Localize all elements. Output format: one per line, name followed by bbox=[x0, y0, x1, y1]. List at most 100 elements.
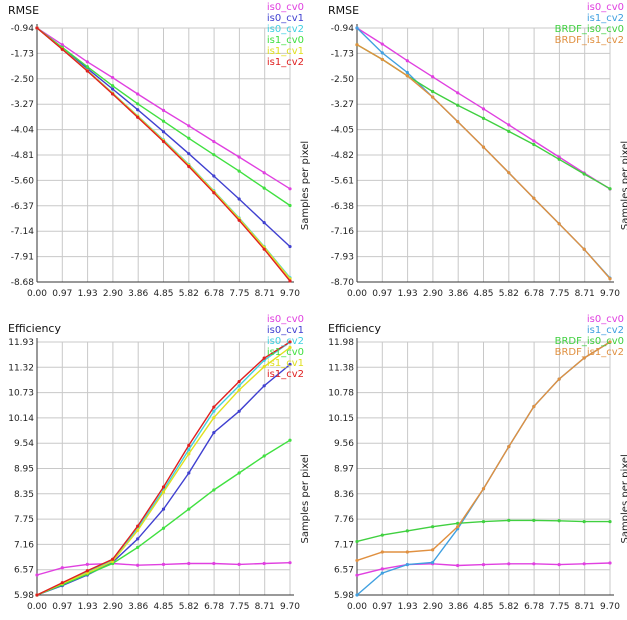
data-point bbox=[380, 533, 384, 537]
data-point bbox=[431, 95, 435, 99]
data-point bbox=[355, 26, 359, 30]
data-point bbox=[557, 563, 561, 567]
data-point bbox=[187, 452, 191, 456]
x-tick-label: 9.70 bbox=[600, 289, 620, 299]
x-tick-label: 6.78 bbox=[524, 289, 544, 299]
y-tick-label: 11.38 bbox=[328, 363, 354, 373]
y-tick-label: -2.50 bbox=[11, 75, 35, 85]
data-point bbox=[111, 87, 115, 91]
data-point bbox=[111, 557, 115, 561]
x-tick-label: 7.75 bbox=[549, 602, 569, 612]
x-tick-label: 1.93 bbox=[78, 602, 98, 612]
data-point bbox=[405, 59, 409, 63]
data-point bbox=[212, 174, 216, 178]
x-tick-label: 2.90 bbox=[423, 602, 443, 612]
y-tick-label: 8.95 bbox=[14, 465, 34, 475]
y-tick-label: -4.82 bbox=[331, 151, 354, 161]
data-point bbox=[507, 129, 511, 134]
x-tick-label: 5.82 bbox=[499, 602, 519, 612]
x-tick-label: 7.75 bbox=[229, 602, 249, 612]
x-tick-label: 1.93 bbox=[398, 289, 418, 299]
chart-panel-4: 0.00 0.97 1.93 2.90 3.86 4.85 5.82 6.78 7.75 8.71… bbox=[328, 314, 627, 612]
data-point bbox=[187, 152, 191, 156]
x-tick-label: 6.78 bbox=[204, 289, 224, 299]
data-point bbox=[187, 164, 191, 169]
x-tick-label: 6.78 bbox=[204, 602, 224, 612]
x-tick-label: 0.97 bbox=[52, 602, 72, 612]
data-point bbox=[405, 529, 409, 533]
data-point bbox=[262, 561, 266, 566]
x-tick-label: 3.86 bbox=[128, 602, 148, 612]
data-point bbox=[136, 528, 140, 532]
y-tick-label: 8.35 bbox=[14, 490, 34, 500]
data-point bbox=[481, 145, 486, 149]
x-tick-label: 2.90 bbox=[423, 289, 443, 299]
data-point bbox=[212, 191, 216, 195]
data-point bbox=[380, 571, 384, 575]
x-tick-label: 8.71 bbox=[575, 602, 595, 612]
chart-title: Efficiency bbox=[328, 322, 381, 335]
y-tick-label: -8.70 bbox=[331, 278, 355, 288]
data-point bbox=[136, 115, 140, 119]
data-point bbox=[60, 47, 64, 51]
grid bbox=[36, 27, 291, 283]
data-point bbox=[481, 107, 486, 111]
y-tick-label: 10.78 bbox=[328, 389, 354, 399]
data-point bbox=[507, 171, 511, 175]
data-point bbox=[355, 593, 359, 597]
data-point bbox=[136, 524, 140, 528]
y-tick-label: -1.73 bbox=[11, 49, 34, 59]
grid bbox=[36, 341, 291, 596]
series-is1_cv2 bbox=[35, 26, 292, 283]
data-point bbox=[85, 569, 89, 573]
x-tick-label: 4.85 bbox=[153, 289, 173, 299]
data-point bbox=[582, 520, 586, 524]
data-point bbox=[237, 218, 241, 222]
data-point bbox=[187, 471, 191, 475]
data-point bbox=[237, 155, 241, 159]
x-tick-label: 7.75 bbox=[549, 289, 569, 299]
y-tick-label: 7.16 bbox=[14, 540, 34, 550]
data-point bbox=[212, 139, 216, 144]
y-tick-label: 5.98 bbox=[14, 591, 34, 601]
data-point bbox=[161, 526, 166, 530]
data-point bbox=[582, 562, 586, 566]
data-point bbox=[582, 247, 586, 251]
data-point bbox=[136, 545, 140, 549]
x-tick-label: 5.82 bbox=[499, 289, 519, 299]
data-point bbox=[237, 388, 241, 392]
data-point bbox=[187, 136, 191, 140]
legend-entry: is1_cv2 bbox=[267, 57, 304, 68]
data-point bbox=[532, 142, 536, 147]
data-point bbox=[187, 561, 191, 566]
x-tick-label: 0.00 bbox=[27, 289, 47, 299]
data-point bbox=[608, 277, 612, 281]
data-point bbox=[431, 75, 435, 79]
data-point bbox=[212, 430, 216, 435]
data-point bbox=[380, 42, 384, 46]
legend-entry: BRDF_is0_cv0 bbox=[555, 336, 624, 347]
x-tick-label: 0.00 bbox=[27, 602, 47, 612]
chart-panel-3: 0.00 0.97 1.93 2.90 3.86 4.85 5.82 6.78 7.75 8.71… bbox=[8, 314, 311, 612]
series-BRDF_is0_cv0 bbox=[355, 518, 612, 544]
data-point bbox=[136, 563, 140, 567]
data-point bbox=[288, 561, 292, 565]
data-point bbox=[212, 409, 216, 413]
data-point bbox=[262, 384, 266, 388]
data-point bbox=[262, 186, 266, 190]
data-point bbox=[532, 139, 536, 143]
data-point bbox=[456, 91, 460, 95]
data-point bbox=[507, 444, 511, 449]
data-point bbox=[481, 520, 486, 524]
grid bbox=[356, 341, 611, 596]
data-point bbox=[532, 404, 536, 409]
x-tick-label: 4.85 bbox=[473, 602, 493, 612]
x-tick-label: 5.82 bbox=[179, 602, 199, 612]
data-point bbox=[136, 108, 140, 112]
data-point bbox=[288, 340, 292, 344]
legend-entry: is1_cv1 bbox=[267, 358, 304, 369]
x-tick-label: 1.93 bbox=[78, 289, 98, 299]
data-point bbox=[380, 550, 384, 554]
legend-entry: BRDF_is0_cv0 bbox=[555, 24, 624, 35]
